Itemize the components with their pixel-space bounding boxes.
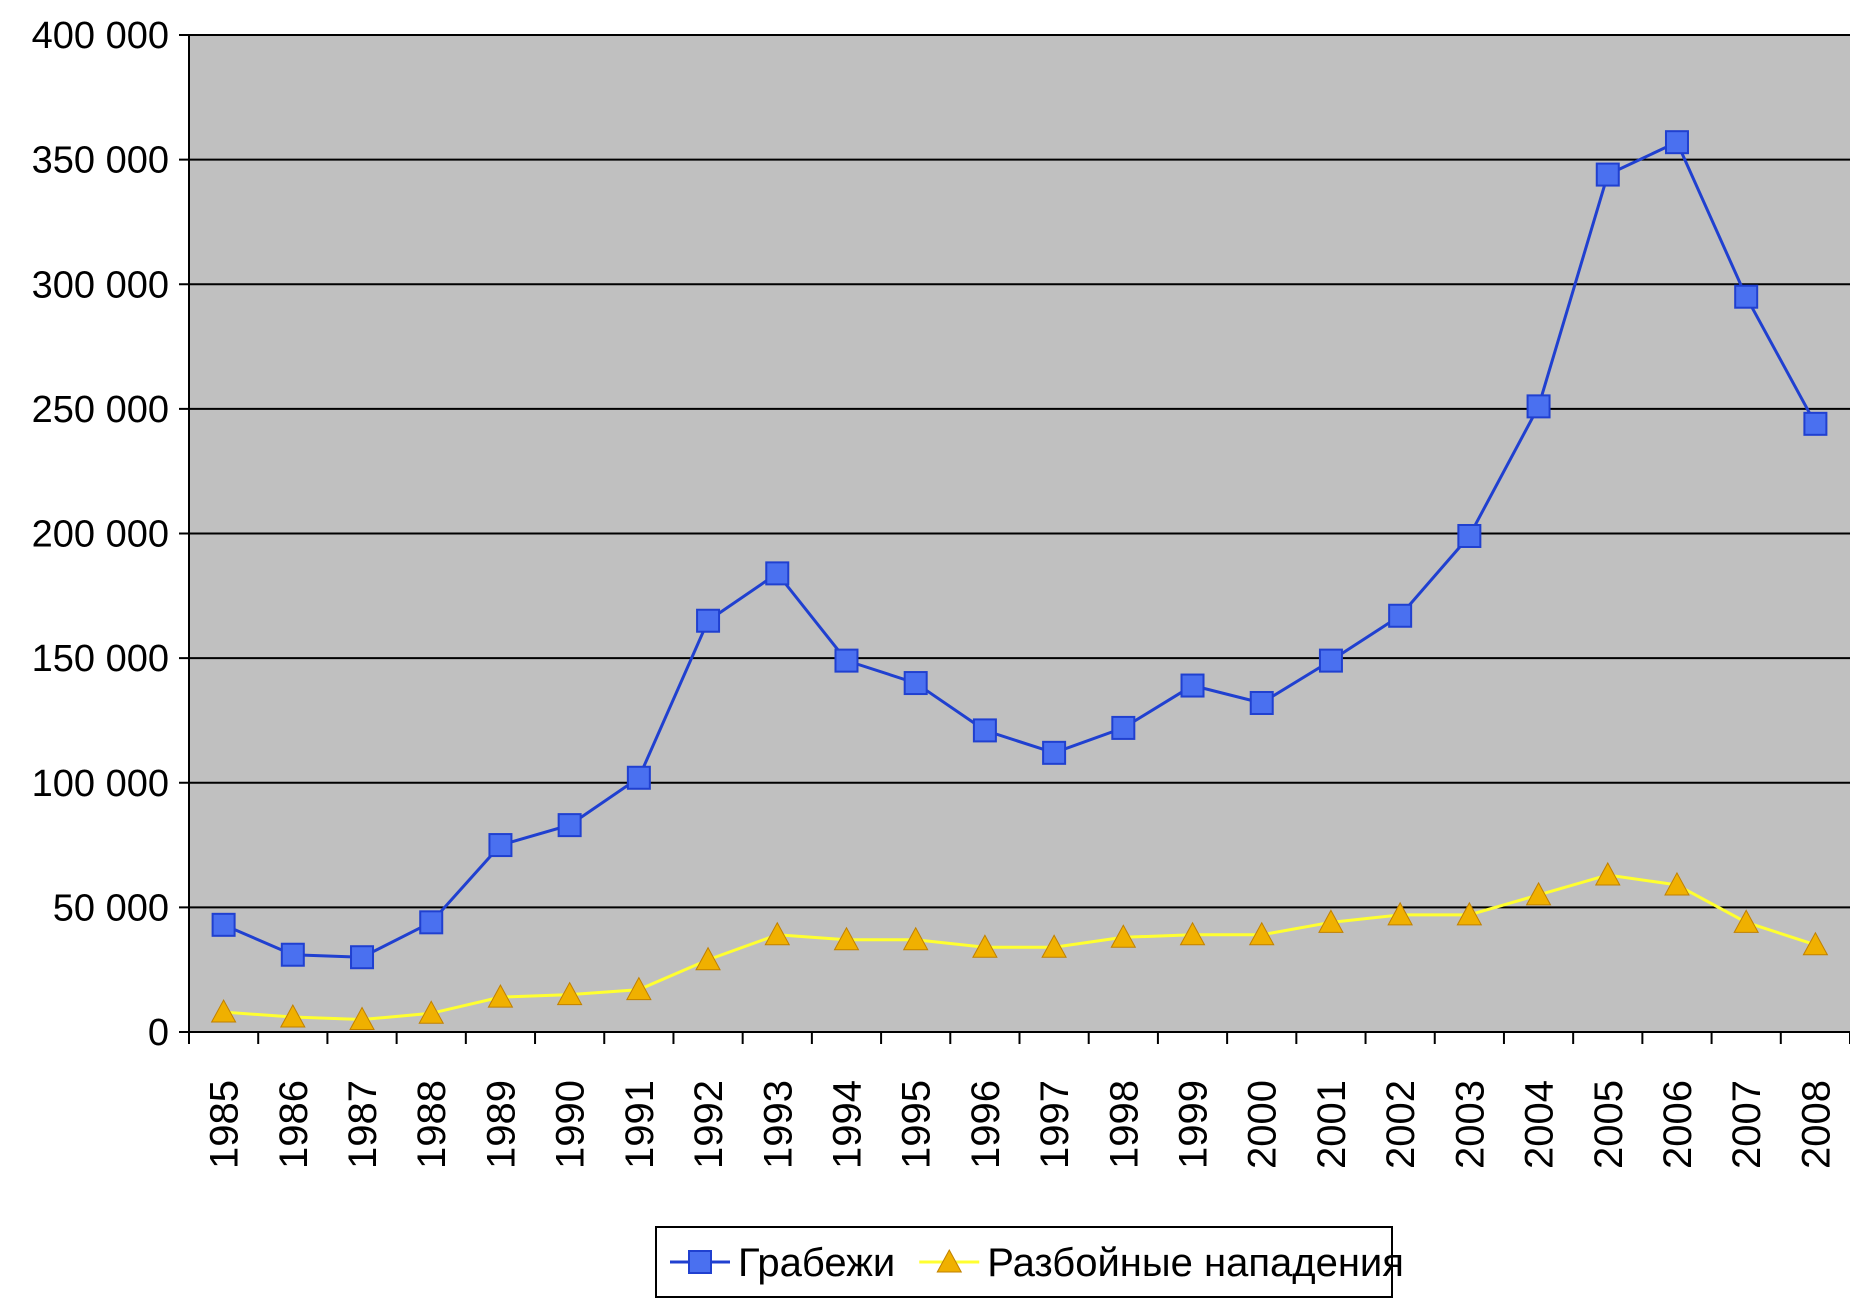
marker [972,934,998,958]
marker [1042,740,1067,765]
marker [1664,871,1690,896]
x-tick-label: 2005 [1587,1080,1631,1169]
marker [1110,924,1137,948]
marker [211,912,236,937]
x-tick-label: 1997 [1033,1080,1077,1169]
marker [972,718,997,743]
x-tick-label: 2003 [1448,1080,1492,1169]
marker [765,561,790,586]
marker [1248,921,1275,946]
x-tick-label: 1999 [1172,1080,1216,1169]
series-line [223,140,1817,959]
marker [350,945,375,970]
x-tick-label: 1988 [410,1080,454,1169]
x-tick-label: 2000 [1241,1080,1285,1169]
marker [833,926,860,951]
y-tick-label: 100 000 [32,763,169,805]
marker [1733,909,1760,933]
marker [418,1000,445,1024]
marker [557,813,582,838]
y-tick-label: 150 000 [32,638,169,680]
x-tick-label: 2008 [1794,1080,1838,1169]
marker [1111,715,1136,740]
x-tick-label: 2006 [1656,1080,1700,1169]
x-tick-label: 1990 [549,1080,593,1169]
x-tick-label: 1985 [203,1080,247,1169]
marker [626,976,652,1001]
marker [279,1003,306,1028]
series-line [223,873,1816,1022]
marker [1318,909,1344,933]
marker [626,765,651,790]
x-tick-label: 1989 [479,1080,523,1169]
marker [1041,934,1067,958]
x-tick-label: 2007 [1725,1080,1769,1169]
marker [936,1248,963,1273]
marker [695,946,721,971]
marker [903,671,928,696]
marker [1525,881,1552,906]
marker [1664,130,1689,155]
marker [1803,411,1828,436]
marker [1594,861,1621,886]
marker [1180,673,1205,698]
marker [487,984,514,1008]
marker [210,999,237,1023]
marker [419,910,444,935]
marker [688,1250,712,1274]
marker [1388,603,1413,628]
x-tick-label: 1993 [756,1080,800,1169]
marker [1595,162,1620,187]
x-tick-label: 1991 [618,1080,662,1169]
x-tick-label: 2004 [1518,1080,1562,1169]
marker [696,608,721,633]
x-tick-label: 1987 [341,1080,385,1169]
x-tick-label: 1998 [1102,1080,1146,1169]
x-tick-label: 2001 [1310,1080,1354,1169]
legend-box [655,1226,1393,1298]
y-tick-label: 300 000 [32,264,169,306]
marker [1734,284,1759,309]
marker [488,833,513,858]
y-tick-label: 200 000 [32,514,169,556]
marker [349,1006,375,1031]
marker [1387,901,1413,926]
marker [834,648,859,673]
x-tick-label: 1986 [272,1080,316,1169]
y-tick-label: 400 000 [32,15,169,57]
marker [1457,523,1482,548]
x-tick-label: 1995 [895,1080,939,1169]
x-tick-label: 2002 [1379,1080,1423,1169]
y-tick-label: 50 000 [53,887,169,929]
legend-label: Грабежи [738,1241,895,1285]
x-tick-label: 1994 [825,1080,869,1169]
marker [902,926,929,951]
marker [1179,921,1206,946]
marker [1249,690,1274,715]
marker [556,981,583,1006]
marker [1456,901,1483,926]
marker [1318,648,1343,673]
y-tick-label: 350 000 [32,140,169,182]
marker [1802,931,1829,956]
marker [280,942,305,967]
marker [764,921,791,946]
marker [1526,394,1551,419]
y-tick-label: 0 [148,1012,169,1054]
x-tick-label: 1996 [964,1080,1008,1169]
y-tick-label: 250 000 [32,389,169,431]
legend-label: Разбойные нападения [987,1241,1404,1285]
x-tick-label: 1992 [687,1080,731,1169]
